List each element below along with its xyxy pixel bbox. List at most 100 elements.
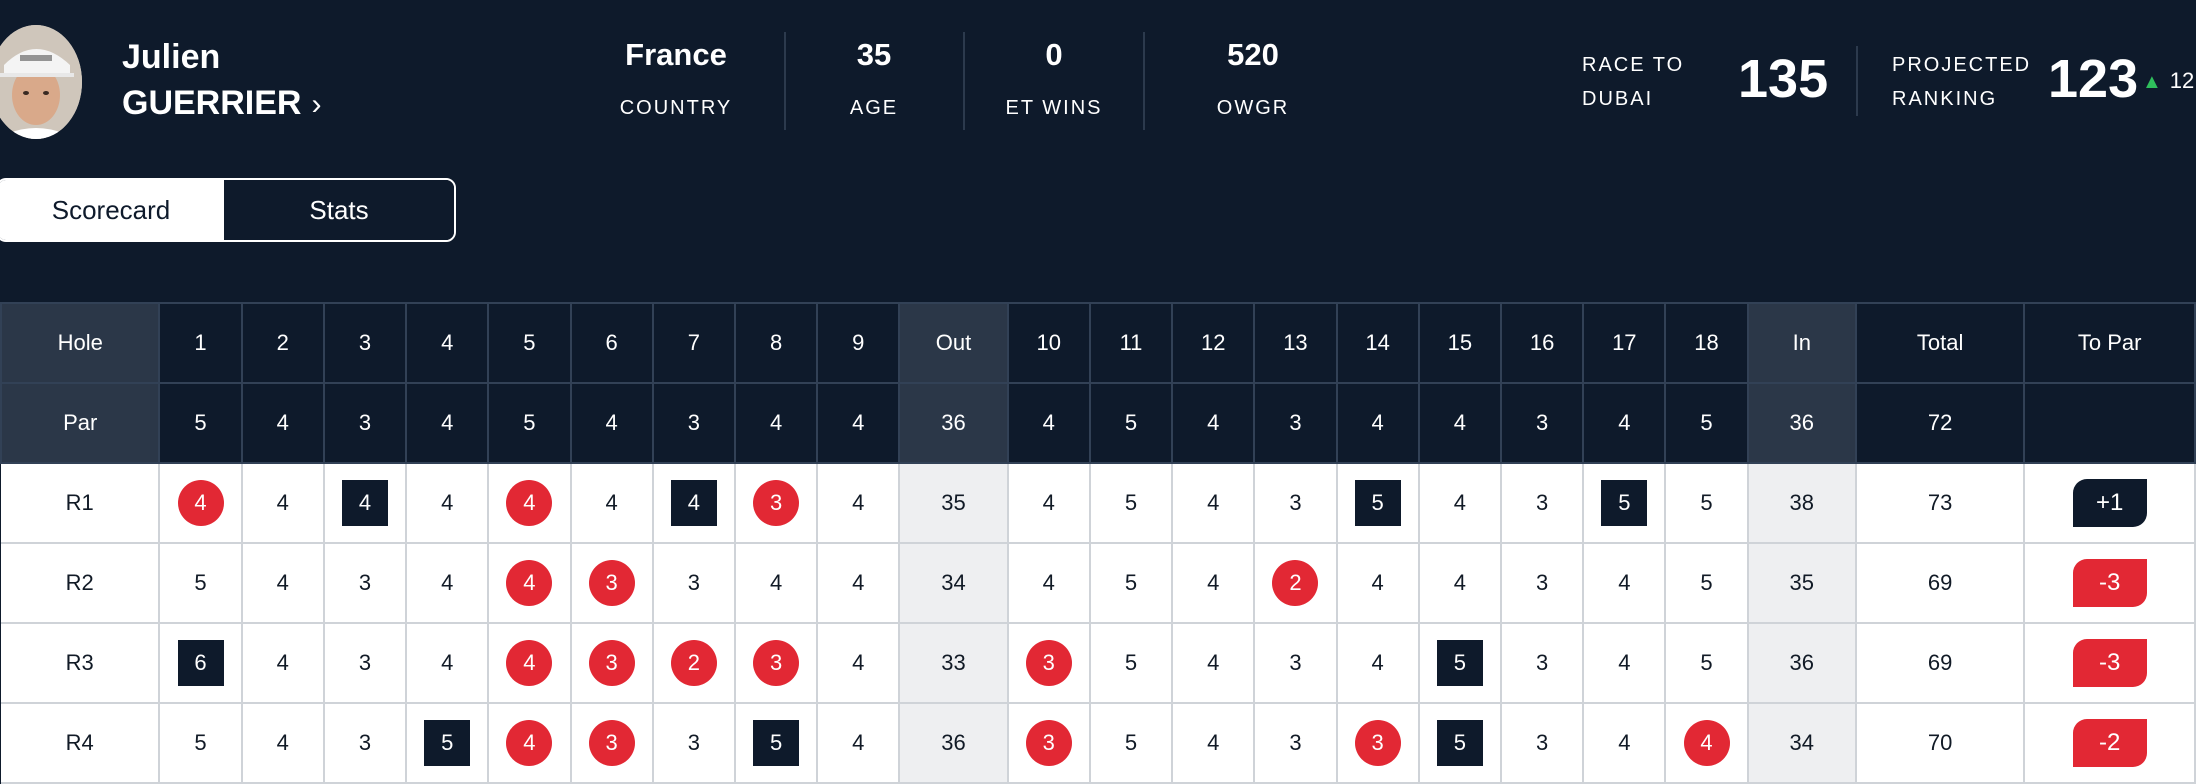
par-score: 5 <box>1124 570 1138 595</box>
hole-score-cell: 4 <box>406 463 490 544</box>
projected-ranking-value: 123 <box>2048 49 2139 109</box>
hole-header-row-cell: In <box>1746 302 1857 384</box>
par-row-cell: 3 <box>651 382 736 464</box>
hole-score-cell: 4 <box>1172 623 1256 704</box>
hole-score-cell: 4 <box>1418 543 1502 624</box>
hole-score-cell: 3 <box>1254 463 1338 544</box>
birdie-score: 3 <box>753 480 800 526</box>
tab-stats[interactable]: Stats <box>224 180 454 240</box>
par-score: 4 <box>441 570 454 595</box>
par-score: 4 <box>852 490 865 515</box>
to-par-cell: -3 <box>2024 623 2196 704</box>
stat-et-wins-value: 0 <box>1045 37 1063 72</box>
hole-header-row-cell: Total <box>1854 302 2026 384</box>
hole-header-row-cell: 17 <box>1582 302 1667 384</box>
hole-score-cell: 4 <box>1007 463 1091 544</box>
hole-score-cell: 3 <box>1500 463 1585 544</box>
round-label: R2 <box>1 543 161 624</box>
par-row-cell: 36 <box>1746 382 1857 464</box>
round-label: R1 <box>1 463 161 544</box>
out-total-cell: 34 <box>899 543 1009 624</box>
hole-header-row-cell: 4 <box>405 302 490 384</box>
stat-country-value: France <box>625 37 727 72</box>
tab-scorecard[interactable]: Scorecard <box>0 180 224 240</box>
stat-age: 35 AGE <box>800 30 948 128</box>
hole-header-row-cell: 13 <box>1253 302 1338 384</box>
par-score: 3 <box>687 570 700 595</box>
to-par-badge: -3 <box>2072 639 2147 687</box>
player-avatar <box>0 25 82 139</box>
bogey-score: 4 <box>341 480 388 526</box>
hole-score-cell: 4 <box>570 463 654 544</box>
hole-header-row-cell: 6 <box>569 302 654 384</box>
in-total-cell: 35 <box>1747 543 1857 624</box>
hole-score-cell: 3 <box>652 543 736 624</box>
hole-score-cell: 3 <box>570 543 654 624</box>
projected-ranking-label-line2: RANKING <box>1892 88 1998 110</box>
ranking-movement-value: 12 <box>2169 68 2195 93</box>
hole-header-row: Hole 1 2 3 4 5 6 7 8 9 Out 10 11 12 13 14 15 16 17 18 In Tota… <box>0 302 2196 384</box>
hole-score-cell: 4 <box>734 543 819 624</box>
hole-header-row-cell: 16 <box>1499 302 1585 384</box>
par-score: 3 <box>1289 650 1302 675</box>
par-row-cell: 72 <box>1854 382 2026 464</box>
hole-score-cell: 5 <box>1089 543 1174 624</box>
round-row: R1 4 4 4 4 4 4 4 3 4 35 4 5 4 3 5 4 3 5 5 38 73 +1 <box>1 463 2196 544</box>
hole-header-row-cell: 14 <box>1335 302 1420 384</box>
par-row-cell <box>2023 382 2196 464</box>
hole-score-cell: 4 <box>1583 703 1667 784</box>
par-score: 4 <box>852 730 865 755</box>
par-score: 5 <box>1700 650 1713 675</box>
hole-score-cell: 4 <box>241 463 325 544</box>
hole-score-cell: 5 <box>159 703 243 784</box>
to-par-badge: -3 <box>2072 559 2147 607</box>
projected-ranking-label: PROJECTED RANKING <box>1892 48 2031 116</box>
par-score: 3 <box>1535 650 1549 675</box>
bogey-score: 5 <box>424 720 471 766</box>
hole-score-cell: 3 <box>652 703 736 784</box>
hole-score-cell: 4 <box>1665 703 1749 784</box>
hole-score-cell: 2 <box>652 623 736 704</box>
hole-score-cell: 5 <box>1089 463 1174 544</box>
par-score: 4 <box>769 570 783 595</box>
par-row-cell: 4 <box>1417 382 1502 464</box>
stat-country-label: COUNTRY <box>619 97 733 119</box>
birdie-score: 4 <box>177 480 224 526</box>
player-name-link[interactable]: Julien GUERRIER › <box>122 34 321 128</box>
par-row-cell: 4 <box>733 382 819 464</box>
hole-score-cell: 4 <box>817 543 901 624</box>
birdie-score: 3 <box>1354 720 1401 766</box>
par-score: 5 <box>1700 490 1713 515</box>
hole-score-cell: 4 <box>241 623 325 704</box>
to-par-cell: -3 <box>2024 543 2196 624</box>
triangle-up-icon: ▲ <box>2142 71 2162 93</box>
hole-score-cell: 5 <box>1089 703 1174 784</box>
par-score: 4 <box>1618 730 1631 755</box>
par-score: 3 <box>358 730 372 755</box>
par-score: 4 <box>1207 490 1220 515</box>
hole-score-cell: 4 <box>241 703 325 784</box>
hole-score-cell: 3 <box>1500 543 1585 624</box>
hole-header-row-cell: Out <box>898 302 1009 384</box>
hole-score-cell: 4 <box>1172 463 1256 544</box>
hole-score-cell: 4 <box>159 463 243 544</box>
in-total-cell: 36 <box>1747 623 1857 704</box>
par-score: 4 <box>1042 570 1055 595</box>
to-par-badge: -2 <box>2072 719 2147 767</box>
birdie-score: 4 <box>506 560 553 606</box>
round-total-cell: 69 <box>1855 543 2026 624</box>
birdie-score: 3 <box>588 720 635 766</box>
hole-score-cell: 3 <box>323 623 408 704</box>
hole-score-cell: 5 <box>734 703 819 784</box>
hole-score-cell: 4 <box>1172 703 1256 784</box>
hole-score-cell: 5 <box>1665 463 1749 544</box>
par-row-cell: 5 <box>1664 382 1749 464</box>
par-row-cell: 36 <box>898 382 1009 464</box>
birdie-score: 4 <box>506 480 553 526</box>
par-score: 3 <box>1535 730 1549 755</box>
hole-score-cell: 4 <box>406 543 490 624</box>
hole-score-cell: 4 <box>1172 543 1256 624</box>
hole-header-row-cell: 1 <box>158 302 243 384</box>
par-row: Par 5 4 3 4 5 4 3 4 4 36 4 5 4 3 4 4 3 4 5 36 72 <box>0 382 2196 464</box>
par-score: 3 <box>687 730 700 755</box>
